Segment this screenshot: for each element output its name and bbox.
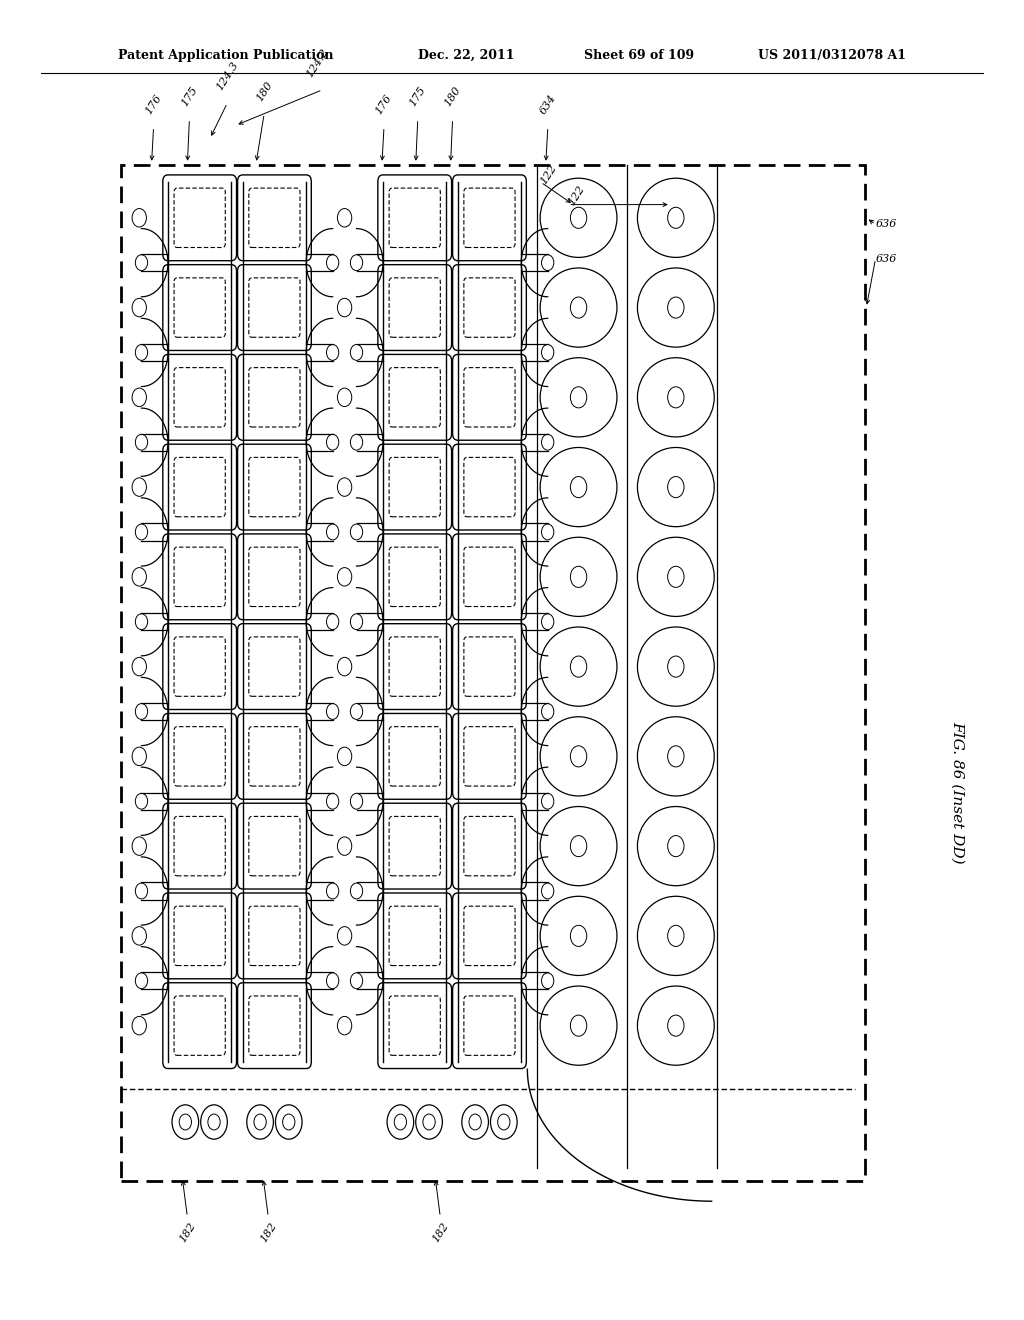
- Text: US 2011/0312078 A1: US 2011/0312078 A1: [758, 49, 906, 62]
- Text: 175: 175: [179, 84, 200, 108]
- Text: Dec. 22, 2011: Dec. 22, 2011: [418, 49, 514, 62]
- Text: Sheet 69 of 109: Sheet 69 of 109: [584, 49, 694, 62]
- Text: 182: 182: [177, 1221, 198, 1245]
- Text: 180: 180: [442, 84, 463, 108]
- Text: 175: 175: [408, 84, 428, 108]
- Text: 122: 122: [566, 183, 587, 207]
- Text: FIG. 86 (Inset DD): FIG. 86 (Inset DD): [950, 721, 965, 863]
- Bar: [121, 165, 865, 1181]
- Text: 182: 182: [430, 1221, 451, 1245]
- Text: 182: 182: [258, 1221, 279, 1245]
- Text: 124.3: 124.3: [214, 61, 241, 92]
- Text: 122: 122: [539, 162, 559, 186]
- Text: 636: 636: [876, 219, 897, 230]
- Text: 634: 634: [538, 92, 558, 116]
- Text: 124.2: 124.2: [304, 48, 331, 79]
- Text: 176: 176: [374, 92, 394, 116]
- Text: 176: 176: [143, 92, 164, 116]
- Text: 636: 636: [876, 253, 897, 264]
- Text: Patent Application Publication: Patent Application Publication: [118, 49, 333, 62]
- Text: 180: 180: [254, 79, 274, 103]
